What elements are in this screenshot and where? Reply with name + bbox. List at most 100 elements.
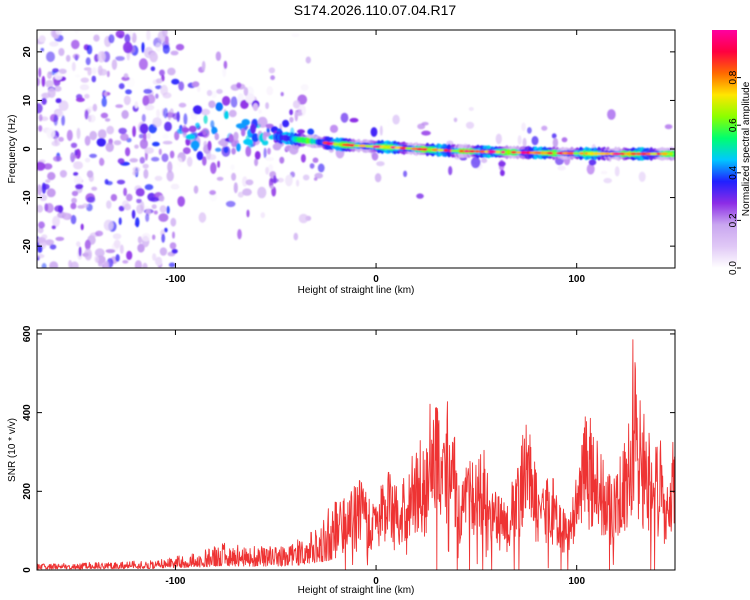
- heatmap-noise-blob: [300, 84, 309, 91]
- heatmap-noise-blob: [41, 234, 48, 240]
- heatmap-noise-blob: [166, 205, 170, 214]
- heatmap-noise-blob: [421, 130, 431, 136]
- heatmap-noise-blob: [267, 147, 271, 155]
- heatmap-noise-blob: [47, 71, 52, 79]
- heatmap-noise-blob: [70, 142, 78, 148]
- ridge-core-spot: [463, 149, 470, 153]
- heatmap-noise-blob: [145, 213, 150, 222]
- heatmap-noise-blob: [174, 131, 180, 141]
- heatmap-noise-blob: [98, 68, 108, 76]
- heatmap-noise-blob: [96, 138, 107, 147]
- heatmap-noise-blob: [46, 51, 55, 63]
- heatmap-noise-blob: [155, 93, 159, 99]
- heatmap-noise-blob: [103, 260, 109, 268]
- heatmap-noise-blob: [481, 158, 488, 164]
- ridge-precursor-blob: [231, 147, 236, 155]
- heatmap-noise-blob: [45, 80, 54, 88]
- heatmap-noise-blob: [586, 163, 595, 175]
- heatmap-noise-blob: [371, 152, 379, 161]
- heatmap-noise-blob: [74, 30, 79, 34]
- heatmap-noise-blob: [61, 115, 65, 126]
- ridge-precursor-blob: [211, 126, 218, 135]
- colorbar-ticks: 0.0 0.2 0.4 0.6 0.8: [728, 70, 741, 275]
- ridge-core-spot: [597, 152, 608, 156]
- heatmap-noise-blob: [37, 103, 43, 114]
- heatmap-noise-blob: [495, 133, 502, 145]
- heatmap-noise-blob: [51, 225, 56, 230]
- heatmap-noise-blob: [143, 88, 153, 94]
- ridge-core-spot: [504, 150, 513, 154]
- ridge-precursor-blob: [228, 133, 234, 143]
- heatmap-noise-blob: [106, 70, 110, 78]
- heatmap-noise-blob: [70, 261, 79, 268]
- heatmap-noise-blob: [71, 190, 79, 197]
- heatmap-noise-blob: [243, 87, 249, 96]
- heatmap-noise-blob: [131, 209, 136, 219]
- heatmap-noise-blob: [193, 185, 199, 194]
- heatmap-noise-blob: [169, 242, 177, 250]
- heatmap-noise-blob: [124, 203, 131, 211]
- ridge-precursor-blob: [202, 131, 207, 136]
- heatmap-noise-blob: [167, 161, 173, 173]
- ridge-precursor-blob: [196, 151, 204, 161]
- heatmap-noise-blob: [37, 77, 40, 87]
- heatmap-noise-blob: [137, 243, 145, 253]
- y-tick-label: 20: [22, 46, 33, 58]
- heatmap-noise-blob: [178, 81, 185, 91]
- heatmap-noise-blob: [123, 41, 133, 54]
- heatmap-noise-blob: [664, 124, 673, 130]
- heatmap-noise-blob: [233, 182, 238, 194]
- ridge-core-spot: [495, 150, 501, 154]
- heatmap-noise-blob: [95, 230, 104, 237]
- heatmap-noise-blob: [89, 153, 97, 158]
- spectrogram-x-label: Height of straight line (km): [298, 285, 415, 296]
- ridge-core-spot: [579, 152, 584, 155]
- heatmap-noise-blob: [53, 114, 58, 126]
- heatmap-noise-blob: [465, 121, 475, 129]
- heatmap-noise-blob: [245, 93, 255, 104]
- heatmap-noise-blob: [129, 158, 138, 163]
- heatmap-noise-blob: [84, 109, 89, 120]
- snr-y-label: SNR (10 * v/v): [7, 418, 18, 482]
- heatmap-noise-blob: [163, 107, 169, 119]
- heatmap-noise-blob: [453, 117, 458, 123]
- heatmap-noise-blob: [65, 54, 71, 62]
- heatmap-noise-blob: [161, 233, 166, 243]
- colorbar-tick-label: 0.8: [728, 70, 739, 84]
- heatmap-noise-blob: [376, 161, 385, 167]
- x-tick-label: 100: [568, 274, 585, 285]
- heatmap-noise-blob: [111, 59, 118, 70]
- snr-y-ticks: 0 200 400 600: [22, 325, 675, 573]
- heatmap-noise-blob: [104, 179, 109, 185]
- heatmap-noise-blob: [87, 68, 92, 76]
- heatmap-noise-blob: [231, 172, 237, 181]
- heatmap-noise-blob: [121, 76, 130, 81]
- ridge-precursor-blob: [307, 128, 315, 136]
- heatmap-noise-blob: [521, 122, 526, 132]
- heatmap-noise-blob: [93, 34, 100, 42]
- ridge-core-spot: [630, 152, 637, 156]
- heatmap-noise-blob: [230, 96, 238, 108]
- heatmap-noise-blob: [257, 116, 268, 128]
- heatmap-noise-blob: [202, 156, 207, 166]
- heatmap-noise-blob: [159, 205, 167, 213]
- y-tick-label: 200: [22, 483, 33, 500]
- ridge-precursor-blob: [188, 125, 197, 133]
- heatmap-noise-blob: [87, 114, 96, 123]
- heatmap-noise-blob: [183, 113, 188, 125]
- heatmap-noise-blob: [37, 161, 46, 171]
- heatmap-noise-blob: [78, 246, 82, 257]
- ridge-core-spot: [458, 149, 465, 153]
- chart-title: S174.2026.110.07.04.R17: [294, 2, 457, 18]
- heatmap-noise-blob: [138, 58, 148, 70]
- heatmap-noise-blob: [374, 173, 382, 183]
- heatmap-noise-blob: [97, 51, 106, 63]
- heatmap-noise-blob: [115, 254, 120, 262]
- heatmap-noise-blob: [40, 242, 47, 246]
- x-tick-label: -100: [165, 274, 185, 285]
- heatmap-noise-blob: [206, 89, 213, 97]
- heatmap-noise-blob: [170, 217, 177, 227]
- ridge-precursor-blob: [190, 140, 200, 150]
- heatmap-noise-blob: [118, 127, 127, 135]
